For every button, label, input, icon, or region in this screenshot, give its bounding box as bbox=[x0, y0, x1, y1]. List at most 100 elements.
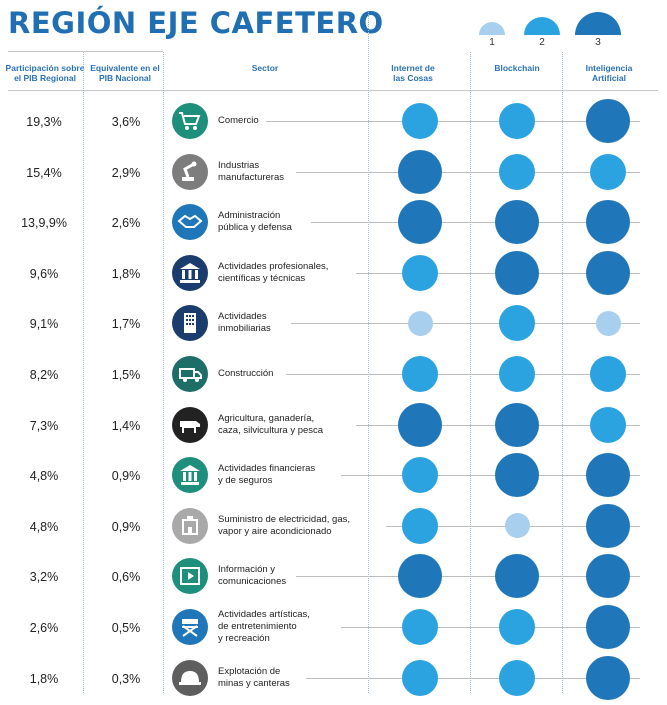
dot-ia bbox=[590, 356, 626, 392]
cow-icon bbox=[172, 406, 208, 443]
power-plant-icon bbox=[172, 507, 208, 544]
dot-iot bbox=[402, 507, 438, 544]
dot-iot bbox=[402, 609, 438, 645]
table-row: 4,8% 0,9% Actividades financieras y de seg… bbox=[0, 452, 667, 502]
legend-item-2: 2 bbox=[524, 17, 560, 48]
legend-swatch bbox=[479, 22, 505, 35]
dot-iot bbox=[398, 554, 442, 599]
header-bottom-rule bbox=[8, 90, 658, 91]
sector-label: Información y comunicaciones bbox=[218, 564, 287, 588]
pib-regional-value: 4,8% bbox=[29, 469, 59, 484]
dot-blockchain bbox=[499, 356, 535, 392]
sector-label: Explotación de minas y canteras bbox=[218, 665, 290, 689]
pib-regional-value: 7,3% bbox=[29, 418, 59, 433]
column-divider bbox=[368, 12, 369, 693]
table-row: 3,2% 0,6% Información y comunicaciones bbox=[0, 553, 667, 603]
legend-label: 3 bbox=[595, 37, 601, 48]
legend-label: 1 bbox=[489, 37, 495, 48]
sector-label: Actividades inmobiliarias bbox=[218, 311, 271, 335]
pib-nacional-value: 2,6% bbox=[111, 216, 141, 231]
sector-label: Industrias manufactureras bbox=[218, 159, 285, 183]
column-divider bbox=[562, 52, 563, 693]
legend-swatch bbox=[524, 17, 560, 35]
dot-blockchain bbox=[495, 402, 539, 447]
table-row: 9,1% 1,7% Actividades inmobiliarias bbox=[0, 300, 667, 350]
pib-nacional-value: 0,9% bbox=[111, 519, 141, 534]
pib-regional-value: 8,2% bbox=[29, 368, 59, 382]
bank-icon bbox=[172, 457, 208, 494]
legend-swatch bbox=[575, 12, 621, 35]
pib-nacional-value: 0,5% bbox=[111, 621, 141, 635]
row-connector-line bbox=[306, 677, 640, 679]
pib-nacional-value: 1,5% bbox=[111, 368, 141, 382]
table-row: 2,6% 0,5% Actividades artísticas, de entre… bbox=[0, 604, 667, 654]
dot-iot bbox=[402, 103, 438, 139]
dot-ia bbox=[595, 310, 621, 336]
table-row: 13,9,9% 2,6% Administración pública y defe… bbox=[0, 199, 667, 249]
dot-ia bbox=[586, 453, 630, 498]
dot-iot bbox=[402, 356, 438, 392]
pib-regional-value: 19,3% bbox=[26, 115, 62, 129]
row-connector-line bbox=[286, 374, 640, 375]
table-row: 1,8% 0,3% Explotación de minas y canteras bbox=[0, 655, 667, 705]
dot-ia bbox=[586, 605, 630, 649]
row-connector-line bbox=[311, 222, 640, 224]
pib-nacional-value: 0,9% bbox=[111, 469, 141, 484]
sector-label: Actividades artísticas, de entretenimien… bbox=[218, 609, 310, 644]
dot-iot bbox=[402, 254, 438, 291]
pib-nacional-value: 1,7% bbox=[111, 317, 141, 332]
sector-label: Actividades financieras y de seguros bbox=[218, 463, 316, 487]
pib-regional-value: 9,6% bbox=[29, 266, 59, 281]
pib-regional-value: 4,8% bbox=[29, 519, 59, 534]
page-title: REGIÓN EJE CAFETERO bbox=[8, 6, 384, 40]
header-ia: Inteligencia Artificial bbox=[585, 63, 633, 83]
dot-blockchain bbox=[499, 609, 535, 645]
helmet-icon bbox=[172, 659, 208, 696]
dot-blockchain bbox=[495, 453, 539, 498]
pib-regional-value: 13,9,9% bbox=[21, 216, 67, 231]
dot-blockchain bbox=[499, 305, 535, 342]
header-blockchain: Blockchain bbox=[494, 63, 540, 73]
dot-ia bbox=[590, 153, 626, 190]
robot-arm-icon bbox=[172, 153, 208, 190]
row-connector-line bbox=[341, 627, 640, 628]
header-sector: Sector bbox=[251, 63, 279, 73]
legend-item-3: 3 bbox=[575, 12, 621, 48]
pib-nacional-value: 2,9% bbox=[111, 165, 141, 180]
dot-blockchain bbox=[495, 250, 539, 295]
dot-iot bbox=[398, 200, 442, 245]
pib-nacional-value: 1,4% bbox=[111, 418, 141, 433]
dot-blockchain bbox=[499, 103, 535, 139]
dot-iot bbox=[398, 149, 442, 194]
video-icon bbox=[172, 558, 208, 595]
pib-nacional-value: 3,6% bbox=[111, 115, 141, 129]
table-row: 19,3% 3,6% Comercio bbox=[0, 98, 667, 148]
table-row: 4,8% 0,9% Suministro de electricidad, gas,… bbox=[0, 503, 667, 553]
pib-nacional-value: 1,8% bbox=[111, 266, 141, 281]
sector-label: Administración pública y defensa bbox=[218, 210, 292, 234]
sector-label: Actividades profesionales, científicas y… bbox=[218, 260, 329, 284]
pib-regional-value: 3,2% bbox=[29, 570, 59, 585]
legend-label: 2 bbox=[539, 37, 545, 48]
column-divider bbox=[83, 52, 84, 693]
column-divider bbox=[470, 52, 471, 693]
sector-label: Suministro de electricidad, gas, vapor y… bbox=[218, 513, 351, 537]
dot-ia bbox=[586, 200, 630, 245]
handshake-icon bbox=[172, 204, 208, 241]
pib-nacional-value: 0,6% bbox=[111, 570, 141, 585]
dot-blockchain bbox=[504, 513, 530, 539]
pib-regional-value: 9,1% bbox=[29, 317, 59, 332]
dot-blockchain bbox=[499, 659, 535, 696]
truck-icon bbox=[172, 356, 208, 392]
dot-ia bbox=[590, 406, 626, 443]
director-chair-icon bbox=[172, 609, 208, 645]
pib-nacional-value: 0,3% bbox=[111, 671, 141, 686]
pib-regional-value: 2,6% bbox=[29, 621, 59, 635]
table-row: 9,6% 1,8% Actividades profesionales, cient… bbox=[0, 250, 667, 300]
dot-ia bbox=[586, 503, 630, 548]
row-connector-line bbox=[291, 323, 640, 325]
pib-regional-value: 15,4% bbox=[26, 165, 62, 180]
dot-blockchain bbox=[499, 153, 535, 190]
table-row: 15,4% 2,9% Industrias manufactureras bbox=[0, 149, 667, 199]
cart-icon bbox=[172, 103, 208, 139]
